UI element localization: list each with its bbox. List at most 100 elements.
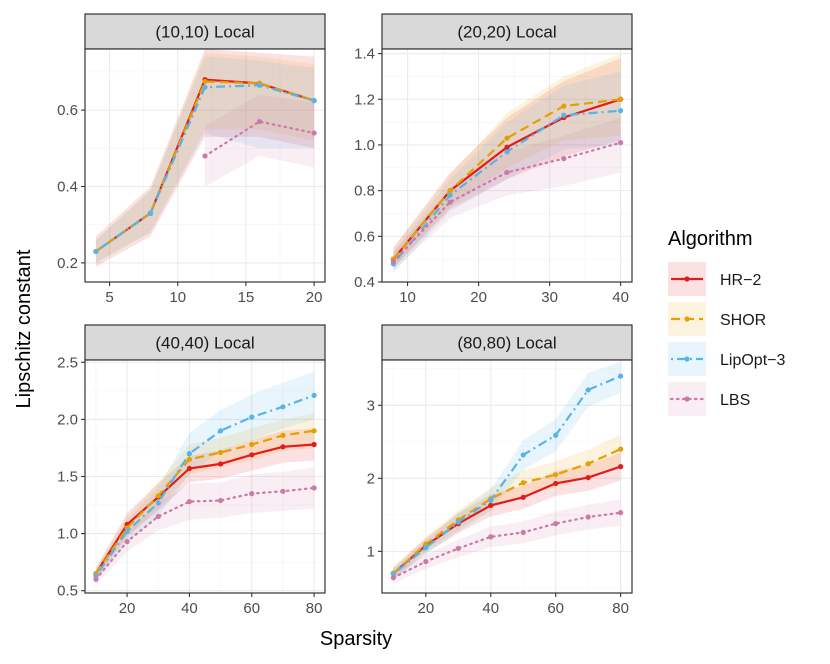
legend-entry-lbs: LBS [668,382,750,416]
series-shor [93,428,317,577]
y-tick-label: 1.0 [57,526,78,543]
data-point [585,474,591,481]
series-lbs [93,485,317,582]
y-axis: 1 2 3 [367,397,382,560]
data-point [124,528,130,534]
legend-key-point [684,396,690,402]
data-point [618,140,624,146]
legend-label: LBS [720,392,750,409]
data-point [585,387,591,393]
ribbon-hr-2 [393,452,621,580]
gridlines [382,49,632,283]
data-point [618,108,624,114]
facet-panel-80-80-local: (80,80) Local 20 40 60 80 1 2 3 [367,324,633,617]
data-point [155,513,161,520]
x-tick-label: 15 [238,289,255,306]
facet-strip [381,13,633,50]
data-point [488,497,494,503]
data-point [256,118,263,125]
series-line [392,375,622,575]
x-tick-label: 30 [541,289,558,306]
data-point [618,446,624,452]
legend: Algorithm HR−2 SHOR LipOpt−3 LBS [668,228,785,416]
data-point [217,428,224,434]
data-point [311,392,317,399]
x-axis: 20 40 60 80 [119,593,322,617]
data-point [504,135,510,141]
data-point [504,144,510,150]
panel-border [84,48,326,283]
facet-title: (10,10) Local [155,23,254,42]
plot-area [382,49,632,282]
x-axis-title: Sparsity [320,628,392,650]
data-point [311,441,317,448]
series-lbs [390,140,624,265]
y-tick-label: 0.6 [57,102,78,119]
panel-border [381,48,633,283]
series-line [94,429,315,575]
data-point [186,499,193,505]
data-point [147,210,154,216]
x-tick-label: 5 [105,289,113,306]
y-tick-label: 1.5 [57,469,78,486]
x-axis: 5 10 15 20 [105,282,322,306]
y-tick-label: 2.5 [57,354,78,371]
series-line [392,465,621,575]
x-tick-label: 40 [181,600,198,617]
data-point [280,488,286,494]
confidence-ribbons [95,371,315,585]
data-point [520,494,526,500]
data-point [249,452,255,458]
x-axis: 20 40 60 80 [417,593,629,617]
data-point [390,258,396,265]
series-line [392,511,622,579]
series-lbs [202,118,317,159]
data-point [504,169,510,175]
legend-key-point [684,276,690,282]
data-point [455,519,461,525]
data-point [311,130,317,136]
data-point [455,545,461,552]
data-point [520,452,526,458]
data-point [520,480,526,486]
data-point [447,188,453,194]
y-tick-label: 1.0 [354,137,375,154]
series-lipopt-3 [93,392,317,579]
series-line [203,120,316,158]
ribbon-shor [95,52,315,263]
data-point [561,103,567,109]
series-lbs [390,510,624,581]
facet-title: (20,20) Local [457,23,556,42]
facet-title: (80,80) Local [457,334,556,353]
y-tick-label: 3 [367,397,375,414]
data-point [124,539,130,545]
legend-title: Algorithm [668,228,752,250]
ribbon-hr-2 [393,58,621,269]
data-point [423,545,429,551]
series-line [392,448,622,575]
data-point [186,465,193,472]
data-point [618,510,624,516]
legend-entry-shor: SHOR [668,302,766,336]
data-point [618,373,624,379]
data-point [585,514,591,520]
x-tick-label: 80 [612,600,629,617]
data-point [447,199,453,205]
data-point [217,497,224,504]
data-point [390,571,396,577]
x-tick-label: 20 [470,289,487,306]
data-point [280,444,286,450]
x-tick-label: 60 [547,600,564,617]
data-point [249,491,255,497]
legend-key-point [684,356,690,362]
data-point [311,428,317,434]
series-lipopt-3 [93,82,317,255]
data-point [249,441,255,448]
ribbon-shor [393,434,621,580]
data-point [256,82,263,88]
data-point [249,414,255,420]
y-tick-label: 0.5 [57,583,78,600]
data-point [202,84,208,90]
ribbon-lbs [393,499,621,584]
